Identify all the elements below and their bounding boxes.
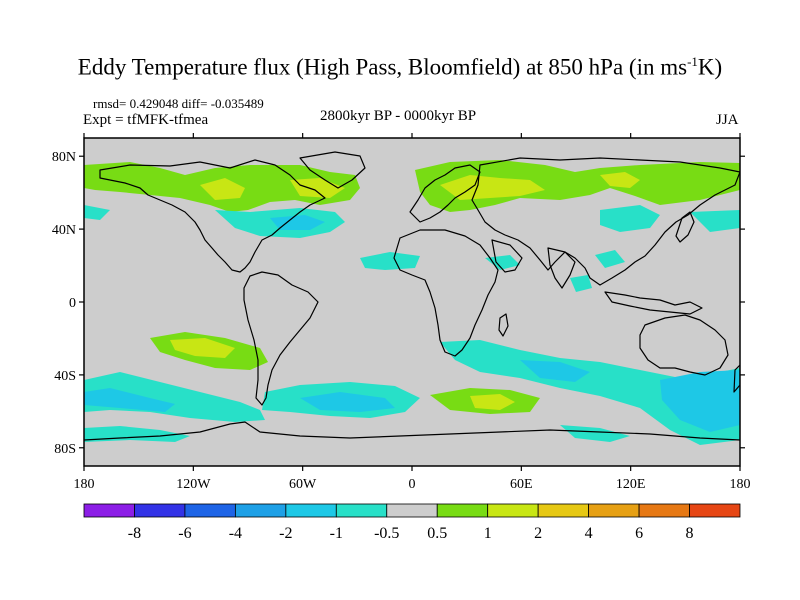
experiment-label: Expt = tfMFK-tfmea [83, 112, 209, 128]
colorbar-label: -1 [330, 525, 343, 542]
x-axis: 180 120W 60W 0 60E 120E 180 [74, 133, 751, 492]
colorbar-swatch [487, 503, 539, 518]
coast-south-america [243, 271, 319, 406]
colorbar-label: 0.5 [427, 525, 447, 542]
y-tick-label: 40S [54, 369, 76, 384]
coast-australia [639, 314, 729, 376]
stats-text: rmsd= 0.429048 diff= -0.035489 [93, 96, 264, 111]
x-tick-label: 0 [409, 477, 416, 492]
colorbar-label: -6 [178, 525, 191, 542]
coast-japan [675, 211, 695, 243]
nh-yellow-patch-eurasia [440, 175, 545, 200]
anomaly-field [84, 160, 740, 445]
x-tick-label: 60E [510, 477, 533, 492]
y-axis: 80N 40N 0 40S 80S [52, 150, 745, 457]
coast-new-zealand [733, 364, 740, 393]
colorbar-swatch [134, 503, 186, 518]
x-tick-label: 120E [616, 477, 646, 492]
colorbar-swatch [285, 503, 337, 518]
nh-yellow-patch-na2 [290, 178, 345, 198]
coast-north-america [99, 159, 326, 273]
colorbar-swatch [638, 503, 690, 518]
colorbar-swatch [234, 503, 287, 518]
coast-africa [393, 229, 499, 357]
nh-cyan-indian-ocean [570, 275, 592, 292]
sh-cyan-antarctic-coast-east [560, 425, 630, 442]
nh-yellow-patch-asia [600, 172, 640, 188]
colorbar-label: 6 [635, 525, 643, 542]
colorbar-label: 4 [585, 525, 593, 542]
y-tick-label: 40N [52, 223, 76, 238]
colorbar: -8 -6 -4 -2 -1 -0.5 0.5 1 2 4 6 8 [83, 503, 741, 542]
nh-yellow-patch-na [200, 178, 245, 200]
colorbar-swatch [386, 503, 438, 518]
colorbar-swatch [83, 503, 135, 518]
colorbar-label: -8 [128, 525, 141, 542]
coast-indonesia [604, 291, 703, 315]
x-tick-label: 180 [74, 477, 95, 492]
nh-cyan-arabia [485, 255, 520, 270]
sh-lightblue-pacific [84, 388, 175, 412]
colorbar-swatch [436, 503, 489, 518]
season-label: JJA [716, 112, 739, 128]
nh-lightblue-patch-atlantic [270, 215, 325, 230]
sh-lightblue-indian [520, 360, 590, 382]
colorbar-label: 1 [484, 525, 492, 542]
colorbar-swatch [335, 503, 388, 518]
coast-asia [471, 157, 740, 286]
nh-cyan-africa [360, 252, 420, 270]
colorbar-label: -4 [229, 525, 242, 542]
x-tick-label: 180 [730, 477, 751, 492]
nh-cyan-pacific [84, 205, 110, 220]
nh-cyan-asia [600, 205, 660, 232]
x-tick-label: 60W [289, 477, 317, 492]
coast-india [547, 247, 576, 289]
colorbar-label: -2 [279, 525, 292, 542]
coast-antarctica [84, 421, 740, 441]
nh-cyan-india [595, 250, 625, 268]
sh-lightblue-australia-south [660, 370, 740, 432]
colorbar-label: 2 [534, 525, 542, 542]
nh-green-band-east [415, 160, 740, 212]
coast-europe [409, 164, 481, 223]
sh-cyan-indian-belt [440, 340, 740, 445]
y-tick-label: 80N [52, 150, 76, 165]
y-tick-label: 0 [69, 296, 76, 311]
colorbar-swatch [689, 503, 741, 518]
sh-lightblue-atlantic [300, 392, 395, 412]
coast-arabia [491, 239, 523, 273]
colorbar-swatch [588, 503, 640, 518]
coast-madagascar [498, 313, 509, 337]
chart-title: Eddy Temperature flux (High Pass, Bloomf… [77, 54, 723, 80]
colorbar-swatch [537, 503, 590, 518]
colorbar-label: 8 [686, 525, 694, 542]
x-tick-label: 120W [176, 477, 211, 492]
colorbar-swatch [184, 503, 236, 518]
sh-yellow-indian [470, 394, 515, 410]
coastlines [84, 151, 740, 441]
coast-greenland [299, 151, 366, 189]
colorbar-label: -0.5 [374, 525, 399, 542]
nh-cyan-pacific-east [690, 210, 740, 232]
sh-yellow-patch-pacific [170, 338, 235, 358]
y-tick-label: 80S [54, 442, 76, 457]
period-label: 2800kyr BP - 0000kyr BP [320, 108, 477, 124]
sh-cyan-belt-pacific [84, 372, 265, 422]
